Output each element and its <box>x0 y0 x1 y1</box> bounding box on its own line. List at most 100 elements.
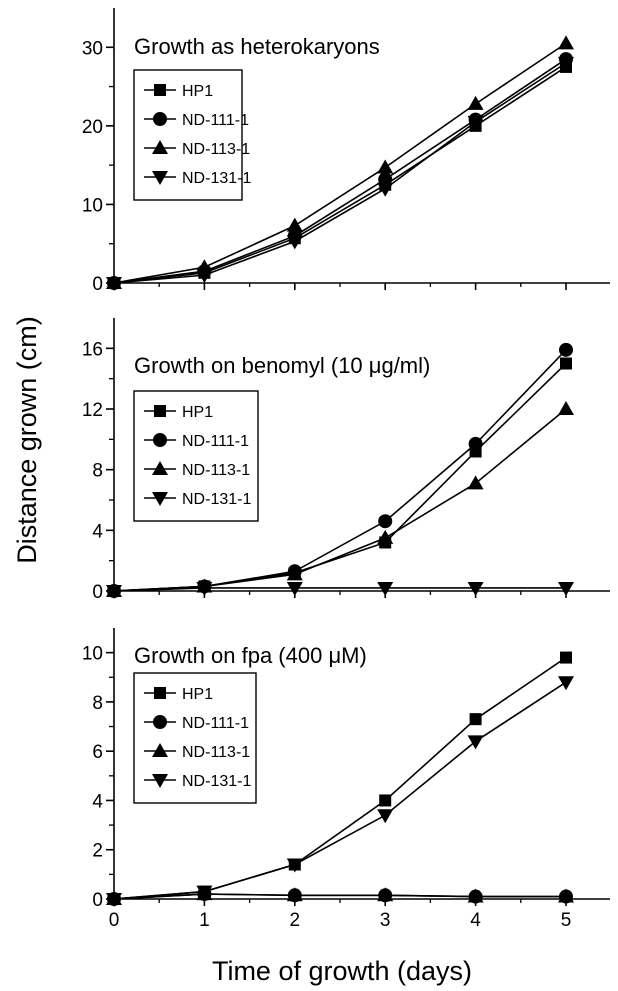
data-point-ND-131-1-day-0 <box>106 893 122 907</box>
series-line-HP1 <box>113 66 567 284</box>
series-line-ND-113-1 <box>113 893 566 900</box>
y-tick-label: 10 <box>82 644 103 665</box>
legend-label: ND-111-1 <box>182 112 249 129</box>
y-tick-label: 0 <box>92 274 103 295</box>
series-line-ND-131-1 <box>113 681 567 900</box>
y-axis-title: Distance grown (cm) <box>12 316 42 564</box>
data-point-ND-131-1-day-1 <box>196 269 213 284</box>
y-tick-label: 2 <box>92 841 103 862</box>
legend-marker-ND-113-1 <box>152 743 168 757</box>
y-tick-label: 8 <box>92 693 103 714</box>
data-point-HP1-day-4 <box>469 713 482 726</box>
legend-label: HP1 <box>182 83 213 100</box>
legend-marker-ND-111-1 <box>153 112 167 126</box>
legend-marker-ND-131-1 <box>152 774 168 788</box>
y-tick-label: 20 <box>82 117 103 138</box>
chart-panel-2: 0 4 8 12 16 Growth on benomyl (10 μg/ml) HP1 ND… <box>82 318 610 603</box>
data-point-ND-131-1-day-1 <box>196 581 213 596</box>
y-tick-label: 16 <box>82 339 103 360</box>
y-tick-label: 10 <box>82 195 103 216</box>
x-axis-title: Time of growth (days) <box>212 956 472 986</box>
data-point-ND-113-1-day-4 <box>467 95 484 110</box>
x-tick-label: 0 <box>109 910 120 931</box>
legend-label: ND-113-1 <box>182 462 250 479</box>
x-tick-label: 3 <box>380 910 391 931</box>
data-point-HP1-day-5 <box>560 357 572 370</box>
legend-marker-HP1 <box>154 687 166 699</box>
data-point-ND-131-1-day-3 <box>377 182 394 197</box>
legend-label: ND-131-1 <box>182 491 251 508</box>
x-tick-label: 1 <box>199 910 210 931</box>
panel-title: Growth on benomyl (10 μg/ml) <box>134 353 430 378</box>
legend-marker-ND-113-1 <box>152 461 168 475</box>
data-point-HP1-day-5 <box>560 651 572 664</box>
x-tick-label: 2 <box>290 910 301 931</box>
legend-marker-HP1 <box>154 84 166 96</box>
data-point-ND-131-1-day-3 <box>377 809 394 824</box>
legend-label: ND-131-1 <box>182 170 251 187</box>
data-point-ND-113-1-day-4 <box>467 888 484 903</box>
data-point-ND-131-1-day-5 <box>558 676 574 691</box>
legend-label: HP1 <box>182 686 213 703</box>
legend-marker-ND-113-1 <box>152 140 168 154</box>
data-point-ND-131-1-day-3 <box>377 581 394 596</box>
series-line-ND-131-1 <box>113 62 567 284</box>
legend-label: ND-113-1 <box>182 141 250 158</box>
legend-label: ND-111-1 <box>182 433 249 450</box>
x-tick-label: 4 <box>470 910 481 931</box>
panel-title: Growth on fpa (400 μM) <box>134 643 367 668</box>
data-point-ND-113-1-day-2 <box>286 217 303 232</box>
legend-marker-ND-131-1 <box>152 171 168 185</box>
y-tick-label: 6 <box>92 742 103 763</box>
series-line-ND-113-1 <box>113 42 567 284</box>
panel-title: Growth as heterokaryons <box>134 34 380 59</box>
data-point-ND-113-1-day-2 <box>286 566 303 581</box>
data-point-ND-113-1-day-2 <box>286 887 303 902</box>
y-tick-label: 30 <box>82 38 103 59</box>
data-point-ND-131-1-day-2 <box>286 235 303 250</box>
data-point-ND-131-1-day-4 <box>467 115 484 130</box>
legend-marker-HP1 <box>154 405 166 417</box>
legend-label: ND-131-1 <box>182 773 251 790</box>
y-tick-label: 12 <box>82 400 103 421</box>
y-tick-label: 0 <box>92 890 103 911</box>
y-tick-label: 4 <box>92 791 103 812</box>
data-point-ND-131-1-day-4 <box>467 735 484 750</box>
data-point-ND-113-1-day-3 <box>377 887 394 902</box>
data-point-ND-131-1-day-4 <box>467 581 484 596</box>
data-point-ND-111-1-day-5 <box>559 342 573 357</box>
data-point-ND-113-1-day-5 <box>558 888 574 903</box>
legend-marker-ND-111-1 <box>153 433 167 447</box>
data-point-ND-131-1-day-2 <box>286 581 303 596</box>
legend-marker-ND-131-1 <box>152 492 168 506</box>
data-point-ND-111-1-day-4 <box>468 436 483 451</box>
x-tick-label: 5 <box>561 910 572 931</box>
data-point-ND-131-1-day-2 <box>286 858 303 873</box>
y-tick-label: 4 <box>92 521 103 542</box>
legend-label: ND-111-1 <box>182 715 249 732</box>
data-point-HP1-day-3 <box>379 794 392 807</box>
series-line-ND-113-1 <box>113 408 567 592</box>
chart-panel-3: 0 2 4 6 8 10 0 1 2 3 4 5 Growth on fpa (400 μM) HP1 ND… <box>82 628 610 931</box>
chart-panel-1: 0 10 20 30 Growth as heterokaryons HP1 ND-111-… <box>82 8 610 295</box>
y-tick-label: 0 <box>92 582 103 603</box>
data-point-ND-113-1-day-5 <box>558 401 574 415</box>
legend-box <box>133 69 243 201</box>
data-point-ND-113-1-day-3 <box>377 159 394 174</box>
legend-label: ND-113-1 <box>182 744 250 761</box>
data-point-ND-131-1-day-5 <box>558 57 574 71</box>
data-point-ND-113-1-day-5 <box>558 35 574 50</box>
y-tick-label: 8 <box>92 461 103 482</box>
legend-label: HP1 <box>182 404 213 421</box>
data-point-ND-113-1-day-3 <box>377 529 394 544</box>
data-point-ND-131-1-day-5 <box>558 581 574 596</box>
series-line-ND-111-1 <box>113 58 567 284</box>
legend-marker-ND-111-1 <box>153 715 167 729</box>
series-line-ND-131-1 <box>113 587 566 592</box>
data-point-ND-131-1-day-0 <box>106 585 122 599</box>
data-point-ND-131-1-day-1 <box>196 885 213 900</box>
data-point-ND-131-1-day-0 <box>106 277 122 291</box>
data-point-ND-111-1-day-3 <box>378 514 393 529</box>
